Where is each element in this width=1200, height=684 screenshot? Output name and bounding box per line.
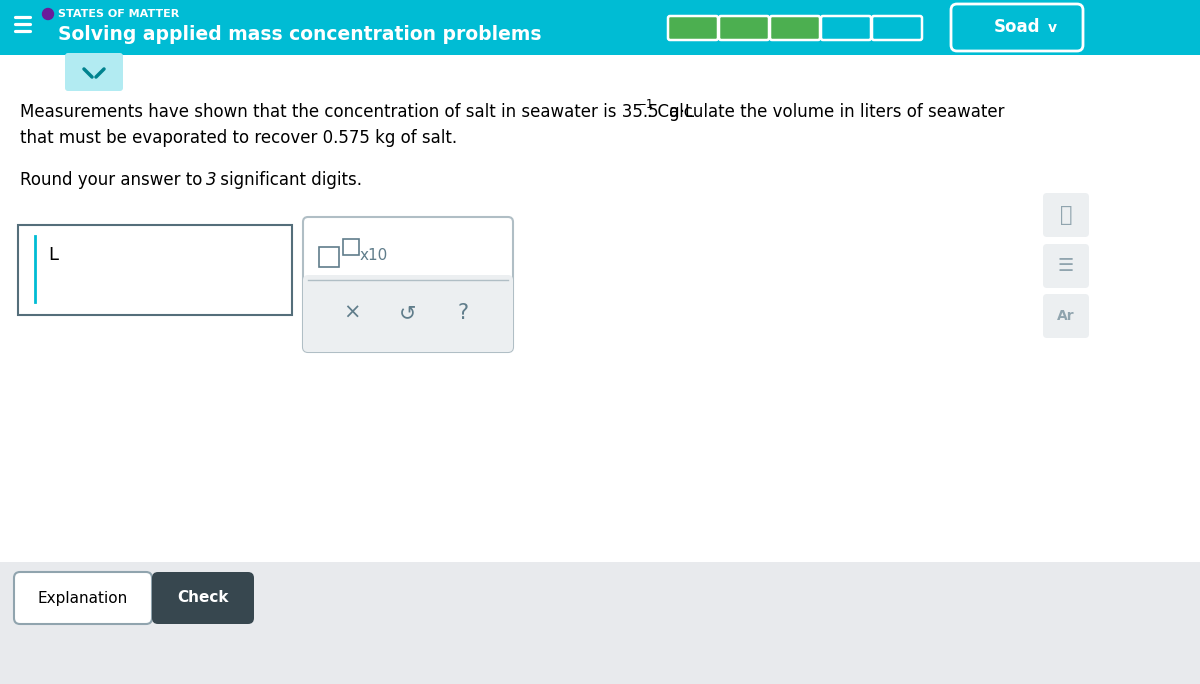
FancyBboxPatch shape [668, 16, 718, 40]
FancyBboxPatch shape [152, 572, 254, 624]
FancyBboxPatch shape [302, 217, 514, 352]
Text: ↺: ↺ [400, 303, 416, 323]
Text: L: L [48, 246, 58, 264]
Text: Check: Check [178, 590, 229, 605]
Text: Ar: Ar [1057, 309, 1075, 323]
Text: Solving applied mass concentration problems: Solving applied mass concentration probl… [58, 25, 541, 44]
Text: 3: 3 [206, 171, 217, 189]
FancyBboxPatch shape [1043, 294, 1090, 338]
Text: −1: −1 [637, 98, 654, 111]
Text: . Calculate the volume in liters of seawater: . Calculate the volume in liters of seaw… [647, 103, 1004, 121]
FancyBboxPatch shape [0, 562, 1200, 684]
FancyBboxPatch shape [302, 275, 514, 352]
FancyBboxPatch shape [18, 225, 292, 315]
Text: significant digits.: significant digits. [215, 171, 362, 189]
FancyBboxPatch shape [770, 16, 820, 40]
Text: ⌖: ⌖ [1060, 205, 1073, 225]
FancyBboxPatch shape [952, 4, 1084, 51]
FancyBboxPatch shape [0, 0, 1200, 55]
Text: x10: x10 [360, 248, 389, 263]
FancyBboxPatch shape [1043, 193, 1090, 237]
Text: ×: × [343, 303, 361, 323]
FancyBboxPatch shape [1043, 244, 1090, 288]
FancyBboxPatch shape [65, 53, 124, 91]
Text: Explanation: Explanation [38, 590, 128, 605]
FancyBboxPatch shape [719, 16, 769, 40]
Text: that must be evaporated to recover 0.575 kg of salt.: that must be evaporated to recover 0.575… [20, 129, 457, 147]
Text: ☰: ☰ [1058, 257, 1074, 275]
Text: Measurements have shown that the concentration of salt in seawater is 35.5  g·L: Measurements have shown that the concent… [20, 103, 694, 121]
Text: ?: ? [457, 303, 468, 323]
Text: Round your answer to: Round your answer to [20, 171, 208, 189]
Text: v: v [1048, 21, 1056, 35]
Text: Soad: Soad [994, 18, 1040, 36]
Text: STATES OF MATTER: STATES OF MATTER [58, 9, 179, 19]
Circle shape [42, 8, 54, 20]
FancyBboxPatch shape [14, 572, 152, 624]
